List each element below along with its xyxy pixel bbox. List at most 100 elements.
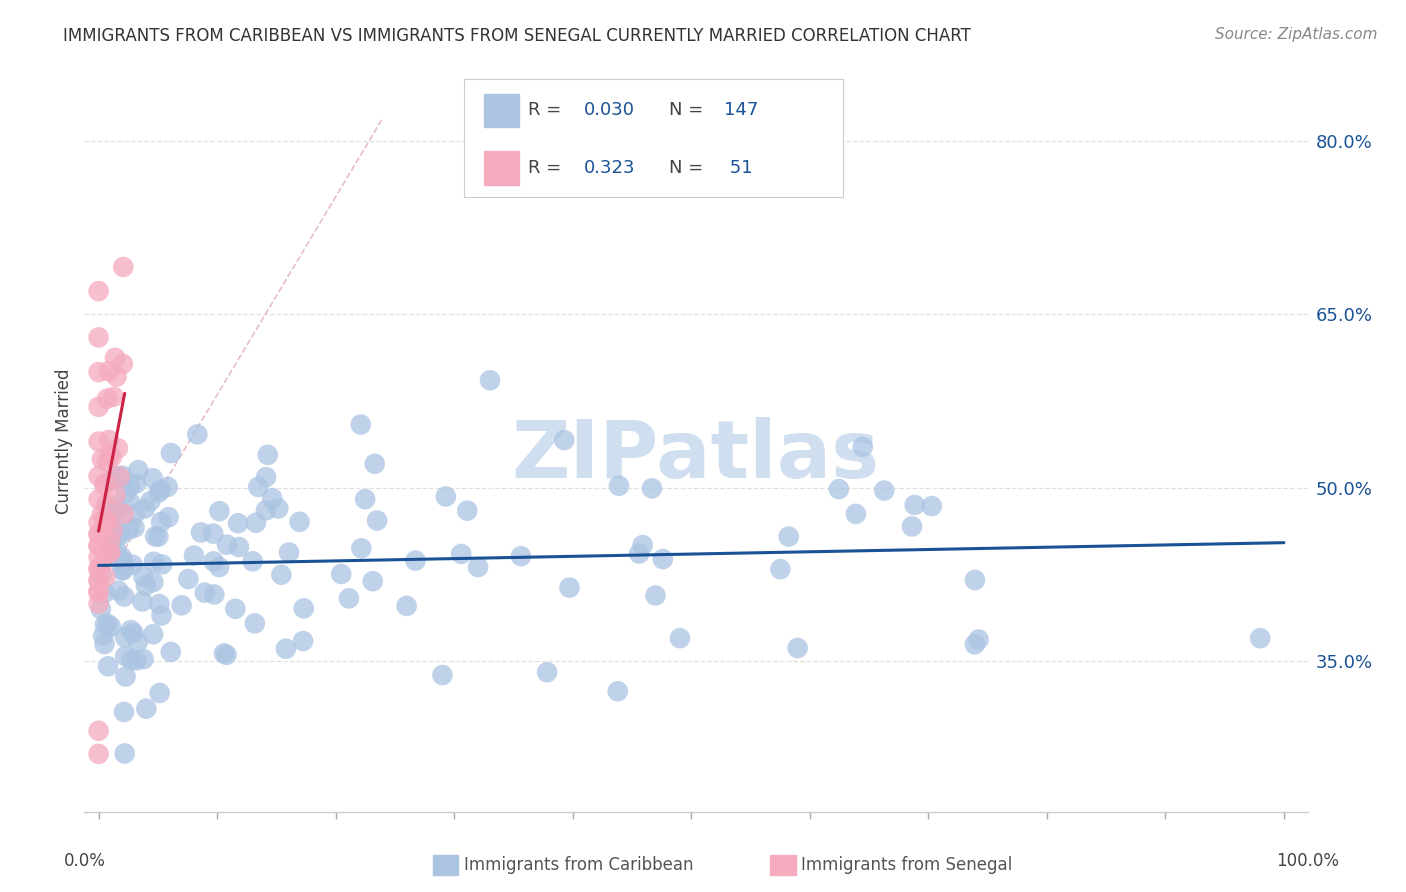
Point bbox=[212, 647, 235, 661]
Point bbox=[536, 665, 558, 680]
Point bbox=[87, 400, 110, 414]
Point bbox=[87, 284, 110, 298]
Point bbox=[112, 705, 135, 719]
Point bbox=[127, 463, 149, 477]
Point bbox=[93, 637, 115, 651]
Text: R =: R = bbox=[529, 159, 568, 177]
Point bbox=[98, 449, 121, 463]
Point bbox=[142, 627, 165, 641]
Text: 0.0%: 0.0% bbox=[63, 853, 105, 871]
Point bbox=[90, 602, 112, 616]
Point bbox=[97, 364, 120, 378]
Point bbox=[904, 498, 927, 512]
Point bbox=[132, 652, 155, 666]
Point bbox=[127, 635, 149, 649]
Text: Source: ZipAtlas.com: Source: ZipAtlas.com bbox=[1215, 27, 1378, 42]
Point bbox=[669, 631, 692, 645]
Point bbox=[456, 504, 478, 518]
Point bbox=[114, 648, 136, 663]
Point bbox=[159, 645, 181, 659]
Point bbox=[644, 589, 666, 603]
Point bbox=[105, 550, 128, 565]
Point bbox=[118, 522, 141, 536]
Point bbox=[132, 569, 155, 583]
Point bbox=[202, 554, 225, 568]
Point bbox=[254, 503, 277, 517]
Point bbox=[97, 659, 120, 673]
Y-axis label: Currently Married: Currently Married bbox=[55, 368, 73, 515]
Point bbox=[87, 585, 110, 599]
Point bbox=[186, 427, 208, 442]
Point bbox=[121, 558, 143, 572]
Point bbox=[267, 501, 290, 516]
Point bbox=[125, 476, 148, 491]
Point bbox=[87, 562, 110, 576]
Point bbox=[194, 585, 217, 599]
Point bbox=[122, 626, 145, 640]
Point bbox=[434, 490, 457, 504]
Point bbox=[828, 482, 851, 496]
Point bbox=[558, 581, 581, 595]
Point bbox=[170, 599, 193, 613]
Point bbox=[87, 516, 110, 530]
Point bbox=[873, 483, 896, 498]
Point bbox=[256, 448, 278, 462]
FancyBboxPatch shape bbox=[464, 78, 842, 197]
Point bbox=[278, 545, 301, 559]
Point bbox=[450, 547, 472, 561]
Point bbox=[125, 653, 148, 667]
Point bbox=[120, 623, 142, 637]
Point bbox=[208, 504, 231, 518]
Point bbox=[242, 554, 264, 568]
Point bbox=[361, 574, 384, 589]
Text: IMMIGRANTS FROM CARIBBEAN VS IMMIGRANTS FROM SENEGAL CURRENTLY MARRIED CORRELATI: IMMIGRANTS FROM CARIBBEAN VS IMMIGRANTS … bbox=[63, 27, 972, 45]
Point bbox=[156, 480, 179, 494]
Point bbox=[87, 550, 110, 565]
Point bbox=[150, 558, 173, 572]
Point bbox=[288, 515, 311, 529]
Point bbox=[215, 648, 238, 662]
Point bbox=[94, 570, 117, 584]
Point bbox=[226, 516, 249, 531]
Point bbox=[149, 686, 172, 700]
Point bbox=[98, 433, 121, 447]
Text: 100.0%: 100.0% bbox=[1277, 853, 1339, 871]
Point bbox=[139, 494, 162, 508]
Point bbox=[114, 669, 136, 683]
Point bbox=[87, 365, 110, 379]
Point bbox=[94, 475, 117, 490]
Point bbox=[87, 562, 110, 576]
Point bbox=[87, 723, 110, 738]
Point bbox=[94, 617, 117, 632]
Point bbox=[124, 520, 146, 534]
Point bbox=[1249, 631, 1271, 645]
Point bbox=[228, 540, 250, 554]
Point bbox=[631, 538, 654, 552]
Point bbox=[274, 641, 297, 656]
Text: N =: N = bbox=[669, 101, 709, 120]
Point bbox=[104, 351, 127, 365]
Point bbox=[101, 473, 124, 487]
Point bbox=[142, 471, 165, 485]
Point bbox=[104, 488, 127, 502]
Point bbox=[142, 555, 165, 569]
Point bbox=[115, 485, 138, 500]
Point bbox=[134, 501, 156, 516]
Point bbox=[786, 640, 808, 655]
Point bbox=[87, 539, 110, 553]
Point bbox=[245, 516, 267, 530]
Point bbox=[96, 515, 118, 529]
Point bbox=[215, 538, 238, 552]
Point bbox=[148, 529, 170, 543]
Point bbox=[96, 514, 118, 528]
Point bbox=[202, 587, 225, 601]
Point bbox=[366, 514, 388, 528]
Point bbox=[135, 701, 157, 715]
Point bbox=[292, 601, 315, 615]
Point bbox=[628, 547, 651, 561]
Point bbox=[100, 534, 122, 549]
Point bbox=[606, 684, 628, 698]
Point bbox=[107, 583, 129, 598]
Point bbox=[93, 478, 115, 492]
Point bbox=[87, 574, 110, 588]
